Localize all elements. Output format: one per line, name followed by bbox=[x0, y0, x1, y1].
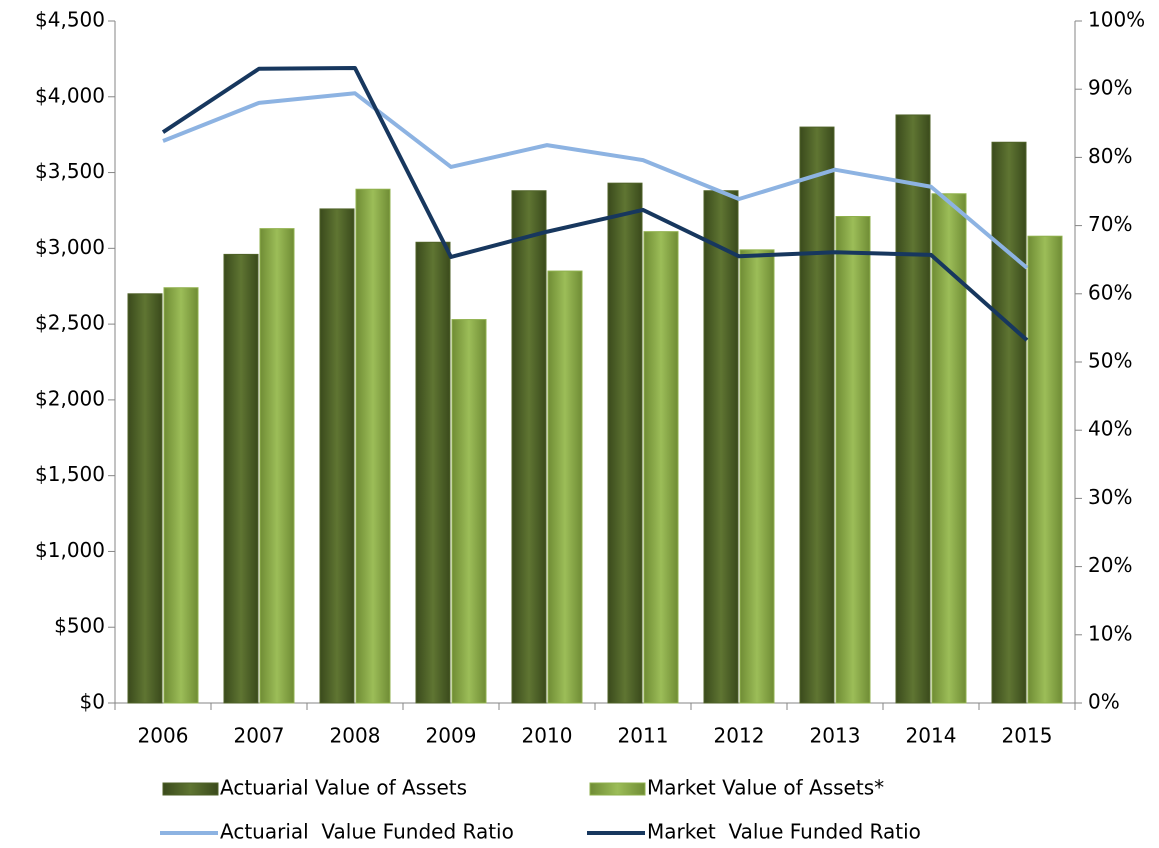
y-tick-label: $0 bbox=[80, 690, 105, 714]
y-tick-label: $1,000 bbox=[35, 538, 105, 562]
y2-tick-label: 80% bbox=[1088, 144, 1132, 168]
y-tick-label: $500 bbox=[54, 614, 105, 638]
y2-tick-label: 40% bbox=[1088, 417, 1132, 441]
legend-label: Market Value Funded Ratio bbox=[647, 820, 921, 844]
bar bbox=[895, 114, 931, 704]
bar bbox=[643, 231, 679, 704]
bar bbox=[607, 182, 643, 704]
x-tick-label: 2007 bbox=[234, 724, 285, 748]
bar bbox=[547, 270, 583, 704]
y2-tick-label: 20% bbox=[1088, 553, 1132, 577]
bar bbox=[163, 287, 199, 704]
bar bbox=[703, 190, 739, 704]
y2-tick-label: 90% bbox=[1088, 76, 1132, 100]
legend-swatch bbox=[589, 782, 646, 796]
bar bbox=[415, 241, 451, 704]
y-tick-label: $3,000 bbox=[35, 235, 105, 259]
y2-tick-label: 10% bbox=[1088, 621, 1132, 645]
bar bbox=[991, 141, 1027, 704]
bar bbox=[1027, 235, 1063, 704]
y2-tick-label: 70% bbox=[1088, 212, 1132, 236]
x-tick-label: 2014 bbox=[906, 724, 957, 748]
y2-tick-label: 50% bbox=[1088, 349, 1132, 373]
bar bbox=[259, 228, 295, 704]
bar bbox=[511, 190, 547, 704]
y2-tick-label: 30% bbox=[1088, 485, 1132, 509]
y-tick-label: $3,500 bbox=[35, 159, 105, 183]
bar bbox=[799, 126, 835, 704]
bar bbox=[355, 188, 391, 704]
bar bbox=[223, 253, 259, 704]
bar bbox=[319, 208, 355, 704]
bar bbox=[835, 216, 871, 704]
line bbox=[162, 91, 1029, 270]
legend-swatch bbox=[162, 782, 219, 796]
y2-tick-label: 100% bbox=[1088, 8, 1145, 32]
bar bbox=[127, 293, 163, 704]
y2-tick-label: 0% bbox=[1088, 690, 1120, 714]
bar bbox=[739, 249, 775, 704]
x-tick-label: 2015 bbox=[1002, 724, 1053, 748]
line bbox=[161, 66, 1029, 342]
y-tick-label: $4,500 bbox=[35, 8, 105, 32]
y-tick-label: $2,000 bbox=[35, 386, 105, 410]
y-tick-label: $2,500 bbox=[35, 311, 105, 335]
x-tick-label: 2008 bbox=[330, 724, 381, 748]
y-tick-label: $4,000 bbox=[35, 83, 105, 107]
legend-label: Actuarial Value of Assets bbox=[220, 776, 467, 800]
y2-tick-label: 60% bbox=[1088, 280, 1132, 304]
x-tick-label: 2006 bbox=[138, 724, 189, 748]
x-tick-label: 2011 bbox=[618, 724, 669, 748]
x-tick-label: 2009 bbox=[426, 724, 477, 748]
y-tick-label: $1,500 bbox=[35, 462, 105, 486]
x-tick-label: 2013 bbox=[810, 724, 861, 748]
legend-label: Actuarial Value Funded Ratio bbox=[220, 820, 514, 844]
x-tick-label: 2012 bbox=[714, 724, 765, 748]
x-tick-label: 2010 bbox=[522, 724, 573, 748]
bar bbox=[451, 319, 487, 704]
legend-label: Market Value of Assets* bbox=[647, 776, 884, 800]
